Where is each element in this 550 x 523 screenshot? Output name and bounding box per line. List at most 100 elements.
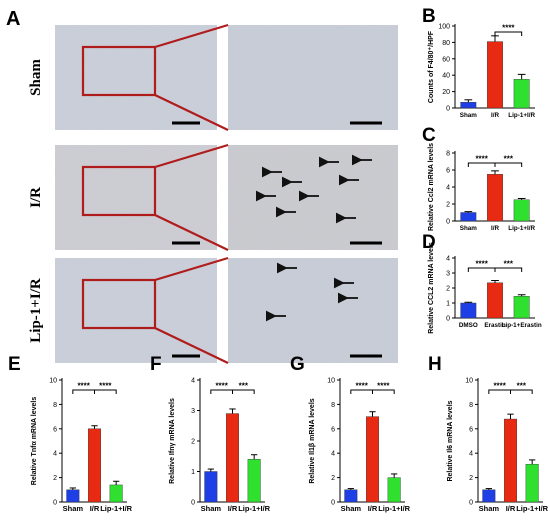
bar (387, 477, 401, 503)
bar (344, 489, 358, 503)
bar (482, 489, 496, 503)
significance-label: **** (99, 382, 112, 391)
panel-letter: F (150, 354, 162, 375)
bar (460, 102, 477, 109)
significance-bracket (372, 389, 395, 394)
bar (525, 463, 539, 503)
significance-label: *** (517, 382, 527, 391)
significance-bracket (210, 389, 233, 394)
y-axis-label: Relative Ifnγ mRNA levels (169, 398, 176, 484)
chart-panel-e: E 0 2 4 6 8 10 Relative Tnfα mRNA levels Sham I/R… (8, 354, 133, 513)
y-tick-label: 6 (469, 426, 473, 433)
y-tick-label: 10 (327, 378, 335, 385)
bar (513, 199, 530, 222)
significance-label: **** (355, 382, 368, 391)
y-tick-label: 0 (53, 500, 57, 507)
category-label: Lip-1+I/R (516, 504, 548, 513)
chart-panel-f: F 0 1 2 3 4 Relative Ifnγ mRNA levels Sham I/R Li… (150, 354, 271, 513)
zoom-box (81, 165, 157, 217)
panel-letter: D (422, 232, 436, 253)
bar (247, 459, 261, 503)
micrograph-row: I/R (28, 143, 398, 251)
significance-label: **** (475, 260, 488, 269)
significance-label: *** (504, 260, 514, 269)
zoom-connector (154, 94, 229, 131)
significance-label: **** (475, 155, 488, 164)
y-tick-label: 0 (469, 500, 473, 507)
y-tick-label: 6 (331, 426, 335, 433)
category-label: Sham (201, 504, 222, 513)
y-tick-label: 100 (438, 24, 450, 31)
zoom-box (81, 45, 157, 97)
category-label: I/R (90, 504, 100, 513)
bar (487, 282, 503, 319)
significance-bracket (350, 389, 373, 394)
category-label: Erastin (484, 322, 506, 329)
panel-letter: G (290, 354, 305, 375)
micrograph-panel: A Sham I/R Lip-1+I/R (6, 8, 398, 364)
y-tick-label: 40 (442, 73, 450, 80)
significance-bracket (232, 389, 255, 394)
bar (366, 416, 379, 503)
bar (109, 484, 123, 503)
zoom-connector (154, 23, 229, 49)
zoom-connector (154, 214, 229, 251)
y-tick-label: 4 (469, 451, 473, 458)
row-label: I/R (28, 187, 44, 208)
y-tick-label: 0 (446, 316, 450, 323)
chart-panel-h: H 0 2 4 6 8 10 Relative Il6 mRNA levels Sham I/R L… (428, 354, 549, 513)
bar (487, 41, 503, 109)
category-label: I/R (491, 225, 499, 232)
y-axis-label: Relative Il1β mRNA levels (309, 398, 316, 483)
bar (504, 418, 517, 503)
row-label: Sham (28, 59, 44, 96)
significance-bracket (494, 31, 523, 36)
y-tick-label: 4 (191, 378, 195, 385)
significance-label: **** (377, 382, 390, 391)
y-axis-label: Relative CCL2 mRNA levels (428, 242, 435, 334)
significance-bracket (72, 389, 95, 394)
panel-letter: B (422, 6, 436, 27)
y-tick-label: 2 (53, 475, 57, 482)
chart-panel-d: D 0 1 2 3 4 Relative CCL2 mRNA levels DMSO Erast… (422, 232, 542, 334)
y-tick-label: 10 (465, 378, 473, 385)
bar (88, 428, 101, 503)
panel-letter: E (8, 354, 21, 375)
y-tick-label: 2 (191, 439, 195, 446)
chart-panel-g: G 0 2 4 6 8 10 Relative Il1β mRNA levels Sham I/R… (290, 354, 411, 513)
panel-letter: H (428, 354, 442, 375)
image-texture (228, 258, 398, 363)
y-tick-label: 6 (53, 426, 57, 433)
significance-bracket (494, 267, 523, 272)
bar (460, 302, 477, 319)
y-tick-label: 3 (446, 271, 450, 278)
y-tick-label: 20 (442, 89, 450, 96)
y-tick-label: 6 (446, 168, 450, 175)
category-label: Lip-1+I/R (238, 504, 270, 513)
y-tick-label: 4 (53, 451, 57, 458)
significance-label: **** (502, 24, 515, 33)
panel-letter: C (422, 125, 436, 146)
y-tick-label: 8 (469, 402, 473, 409)
significance-bracket (494, 162, 523, 167)
category-label: Sham (479, 504, 500, 513)
y-axis-label: Relative Il6 mRNA levels (447, 400, 454, 481)
y-tick-label: 4 (331, 451, 335, 458)
y-tick-label: 2 (331, 475, 335, 482)
zoom-box (81, 278, 157, 330)
significance-label: *** (504, 155, 514, 164)
image-texture (228, 25, 398, 130)
y-tick-label: 0 (191, 500, 195, 507)
y-tick-label: 60 (442, 56, 450, 63)
y-tick-label: 8 (446, 151, 450, 158)
significance-bracket (94, 389, 117, 394)
category-label: I/R (368, 504, 378, 513)
panel-letter-a: A (6, 8, 20, 30)
significance-bracket (488, 389, 511, 394)
micrograph-row: Sham (28, 23, 398, 131)
category-label: DMSO (459, 322, 478, 329)
category-label: Lip-1+I/R (508, 112, 535, 119)
category-label: Sham (460, 225, 478, 232)
y-tick-label: 1 (446, 301, 450, 308)
category-label: I/R (228, 504, 238, 513)
